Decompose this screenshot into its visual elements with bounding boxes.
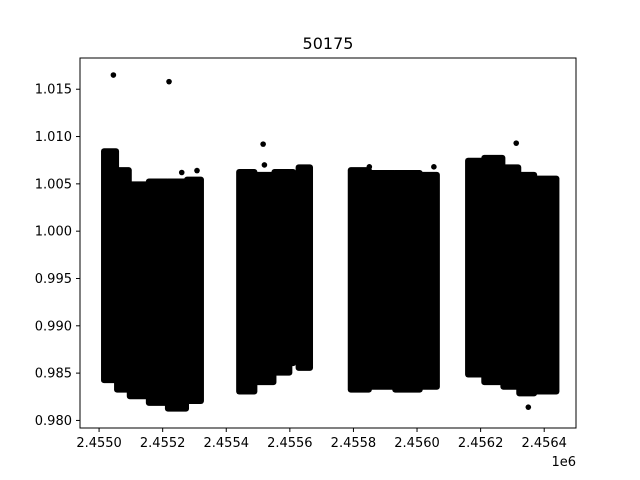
data-band-3 [145,178,170,406]
chart-title: 50175 [303,34,354,53]
outlier-point-0 [110,72,117,78]
x-tick-label-5: 2.4560 [394,436,440,451]
data-band-18 [516,171,538,397]
y-tick-label-0: 0.980 [35,414,72,429]
x-tick-label-7: 2.4564 [521,436,567,451]
outlier-point-5 [261,162,268,168]
data-band-8 [271,169,293,376]
data-band-17 [500,164,522,390]
x-axis: 2.4550 2.4552 2.4554 2.4556 2.4558 2.4560 2.45… [76,428,567,451]
data-band-16 [481,154,506,386]
outlier-point-8 [525,404,532,410]
y-tick-label-3: 0.995 [35,272,72,287]
outlier-point-3 [194,167,200,174]
y-tick-label-1: 0.985 [35,367,72,382]
y-tick-label-7: 1.015 [35,83,72,98]
data-band-4 [164,178,190,412]
data-band-6 [236,169,258,395]
outlier-point-7 [513,140,520,146]
data-band-19 [532,175,560,395]
y-tick-label-6: 1.010 [35,130,72,145]
y-tick-label-4: 1.000 [35,225,72,240]
outlier-point-2 [178,169,185,176]
x-tick-label-3: 2.4556 [267,436,313,451]
x-tick-label-4: 2.4558 [331,436,377,451]
data-band-11 [347,167,372,393]
data-band-2 [126,181,151,400]
plot-frame [79,57,577,429]
outlier-point-1 [166,78,172,85]
outlier-point-4 [260,141,266,147]
x-tick-label-6: 2.4562 [458,436,504,451]
data-band-9 [287,169,297,367]
data-band-5 [184,176,204,405]
x-tick-label-1: 2.4552 [140,436,186,451]
x-offset-label: 1e6 [551,455,576,470]
y-tick-label-2: 0.990 [35,319,72,334]
y-axis: 0.980 0.985 0.990 0.995 1.000 1.005 1.010 1.015 [35,83,80,429]
outlier-point-6 [431,164,437,170]
y-tick-label-5: 1.005 [35,177,72,192]
data-band-12 [366,170,398,390]
data-band-15 [465,157,487,378]
data-band-7 [252,171,277,386]
data-band-10 [295,164,314,371]
outlier-point-9 [366,164,373,170]
data-band-14 [417,171,440,390]
x-tick-label-2: 2.4554 [204,436,250,451]
x-tick-label-0: 2.4550 [76,436,122,451]
data-marks [101,72,560,412]
data-band-13 [392,170,423,393]
